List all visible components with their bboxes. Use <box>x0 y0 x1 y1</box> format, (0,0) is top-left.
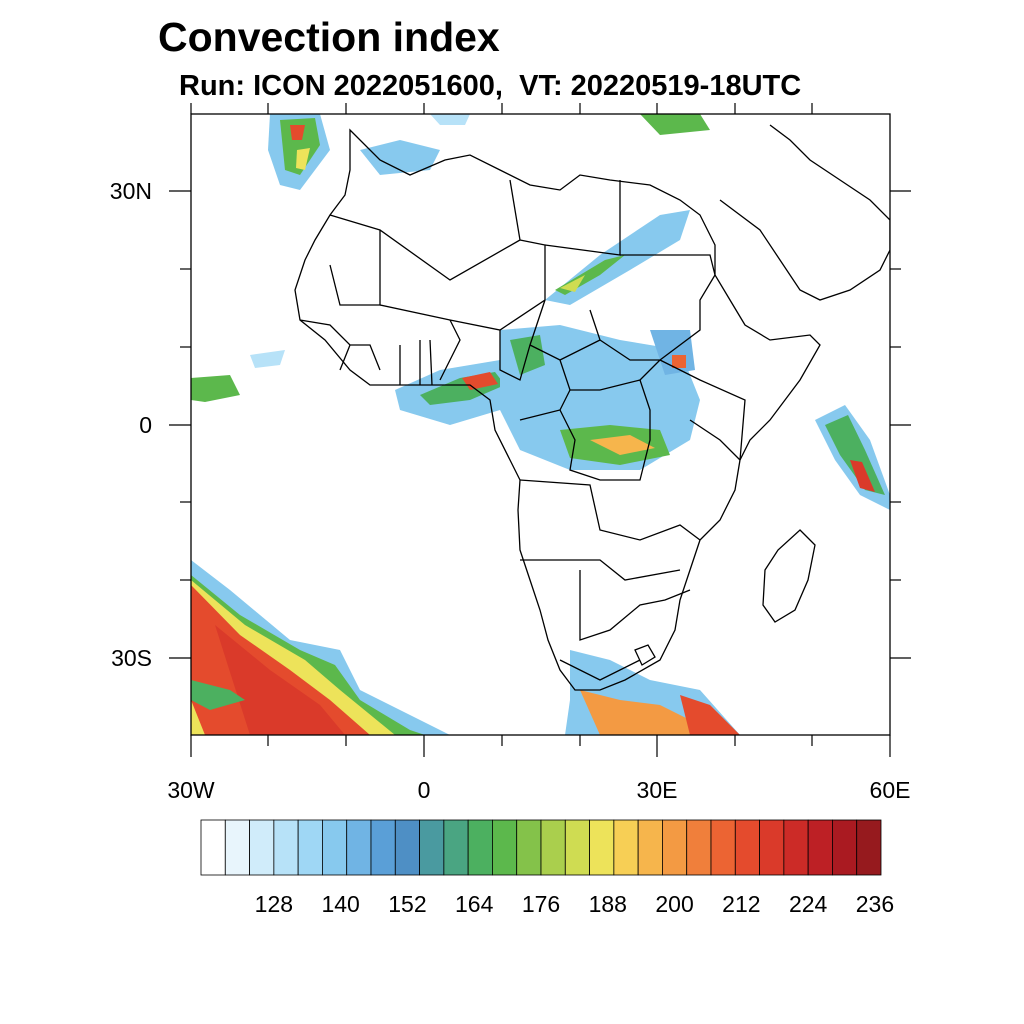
border-northafrica-2 <box>379 179 521 281</box>
madagascar-coastline <box>762 529 816 623</box>
colorbar-swatch <box>249 819 275 876</box>
colorbar-label: 152 <box>388 891 426 917</box>
convection-area-eastern-med <box>640 114 710 135</box>
axis-ticks <box>169 103 911 757</box>
colorbar-swatch <box>637 819 663 876</box>
convection-area-north-atlantic-red <box>290 125 305 140</box>
y-tick-0: 0 <box>139 412 152 438</box>
colorbar-swatch <box>686 819 712 876</box>
colorbar-label: 224 <box>789 891 828 917</box>
x-tick-0: 0 <box>418 777 431 803</box>
colorbar-swatch <box>589 819 615 876</box>
colorbar-swatch <box>832 819 858 876</box>
convection-area-madagascar-east-red <box>850 460 875 492</box>
border-southern <box>559 570 691 681</box>
convection-field <box>191 114 890 735</box>
colorbar-label: 212 <box>722 891 760 917</box>
border-northafrica-1 <box>329 214 381 306</box>
y-tick-30s: 30S <box>111 645 152 671</box>
colorbar-labels: 128 140 152 164 176 188 200 212 224 236 <box>255 891 894 917</box>
border-lesotho <box>634 644 656 666</box>
colorbar-label: 164 <box>455 891 494 917</box>
colorbar-swatch <box>662 819 688 876</box>
colorbar-label: 128 <box>255 891 293 917</box>
convection-area-ethiopia-core <box>672 355 686 368</box>
colorbar <box>200 819 882 876</box>
border-northafrica-4 <box>544 180 621 256</box>
africa-coastline <box>294 128 821 691</box>
border-sudan <box>589 254 716 361</box>
colorbar-swatch <box>540 819 566 876</box>
convection-area-sahara-yellow <box>560 275 585 292</box>
border-drc <box>519 379 651 481</box>
border-south-central <box>519 479 701 581</box>
colorbar-swatch <box>370 819 396 876</box>
convection-area-south-africa-warm <box>580 690 700 735</box>
colorbar-swatch <box>346 819 372 876</box>
map-title: Convection index <box>158 14 500 60</box>
x-tick-30w: 30W <box>167 777 215 803</box>
colorbar-swatch <box>297 819 323 876</box>
convection-area-north-atlantic-yellow <box>296 148 310 170</box>
colorbar-swatch <box>443 819 469 876</box>
convection-area-central-africa-warm <box>590 435 655 455</box>
convection-area-north-med <box>430 114 470 125</box>
coastline-and-borders <box>294 124 890 691</box>
arabia-coastline <box>719 124 890 301</box>
convection-area-madagascar-east-core <box>825 415 885 495</box>
y-tick-30n: 30N <box>110 178 152 204</box>
convection-area-west-atlantic-small <box>250 350 285 368</box>
colorbar-label: 140 <box>321 891 359 917</box>
convection-area-sw-strip <box>191 680 245 710</box>
colorbar-swatch <box>200 819 226 876</box>
colorbar-swatch <box>273 819 299 876</box>
colorbar-swatch <box>467 819 493 876</box>
colorbar-swatch <box>856 819 882 876</box>
colorbar-swatch <box>224 819 250 876</box>
convection-area-mediterranean <box>360 140 440 175</box>
map-subtitle: Run: ICON 2022051600, VT: 20220519-18UTC <box>179 70 802 102</box>
x-tick-60e: 60E <box>870 777 911 803</box>
colorbar-swatch <box>394 819 420 876</box>
colorbar-label: 200 <box>655 891 693 917</box>
colorbar-swatch <box>807 819 833 876</box>
colorbar-label: 236 <box>856 891 894 917</box>
colorbar-swatch <box>710 819 736 876</box>
colorbar-swatch <box>783 819 809 876</box>
x-tick-30e: 30E <box>637 777 678 803</box>
colorbar-swatch <box>516 819 542 876</box>
border-central <box>529 339 661 391</box>
colorbar-swatch <box>419 819 445 876</box>
colorbar-label: 176 <box>522 891 560 917</box>
colorbar-label: 188 <box>589 891 627 917</box>
convection-area-south-atlantic-core <box>215 625 345 735</box>
colorbar-swatch <box>734 819 760 876</box>
border-sahel <box>439 299 546 381</box>
convection-area-agulhas-red <box>680 695 740 735</box>
colorbar-swatch <box>492 819 518 876</box>
colorbar-swatch <box>564 819 590 876</box>
border-northafrica-3 <box>379 239 546 331</box>
colorbar-swatch <box>613 819 639 876</box>
colorbar-swatch <box>759 819 785 876</box>
colorbar-swatch <box>322 819 348 876</box>
convection-area-north-atlantic-green <box>280 118 320 175</box>
border-east <box>659 359 746 461</box>
border-west-africa <box>299 319 433 386</box>
convection-area-west-atlantic <box>191 375 240 402</box>
